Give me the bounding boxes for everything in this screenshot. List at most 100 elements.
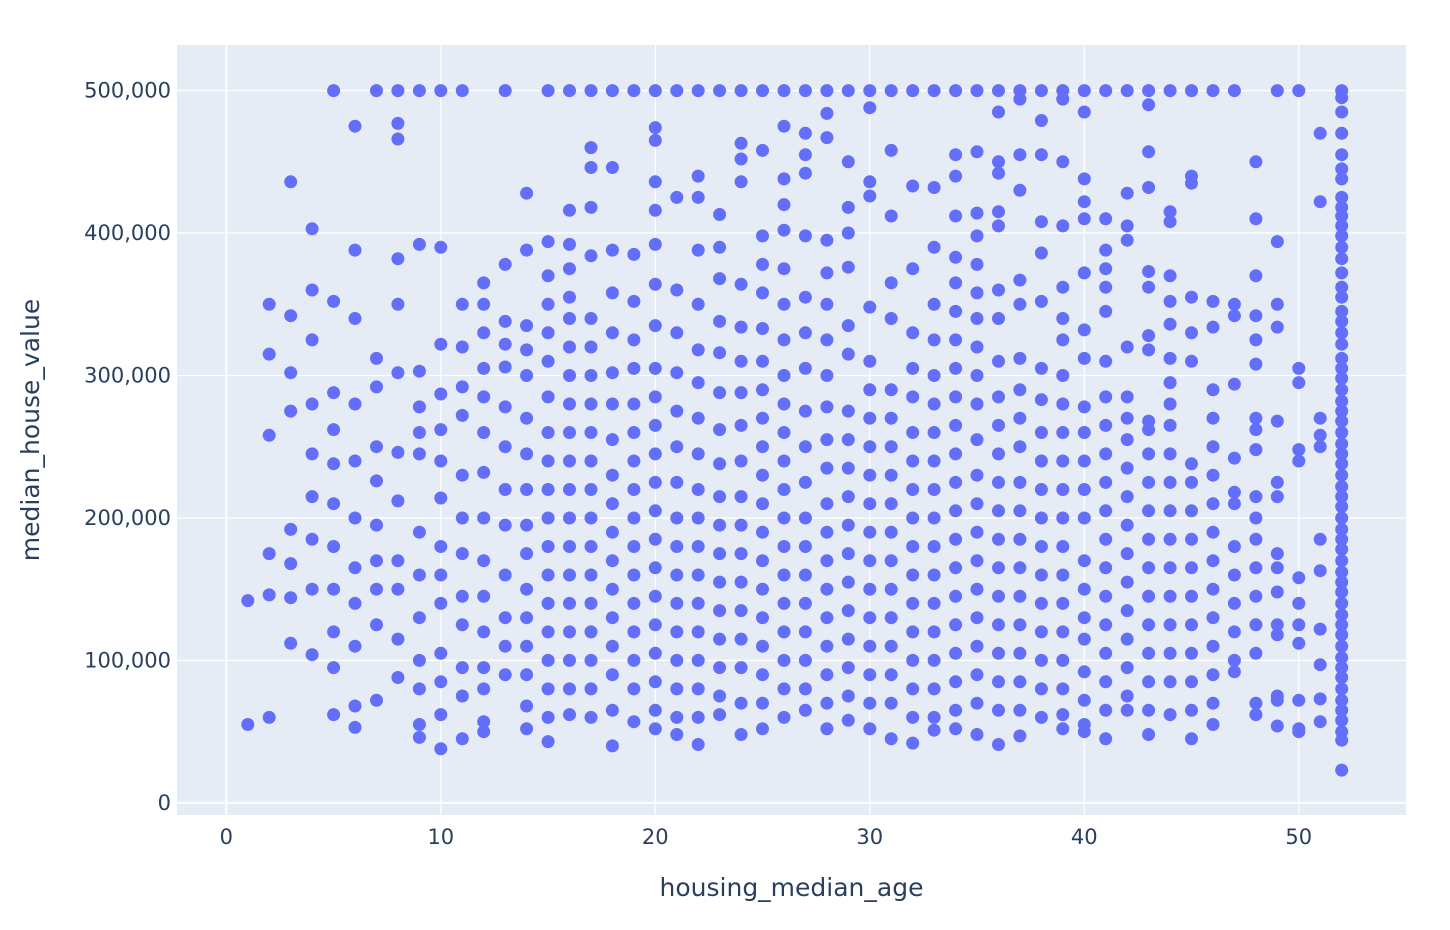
data-point[interactable] — [691, 568, 705, 582]
data-point[interactable] — [691, 84, 705, 98]
data-point[interactable] — [992, 283, 1005, 297]
data-point[interactable] — [949, 447, 963, 461]
data-point[interactable] — [1056, 568, 1070, 582]
data-point[interactable] — [756, 84, 769, 98]
data-point[interactable] — [1227, 309, 1241, 323]
data-point[interactable] — [1335, 490, 1349, 504]
data-point[interactable] — [584, 426, 598, 439]
data-point[interactable] — [1335, 585, 1349, 599]
data-point[interactable] — [756, 722, 769, 736]
data-point[interactable] — [906, 179, 920, 193]
data-point[interactable] — [563, 203, 576, 217]
data-point[interactable] — [284, 522, 298, 536]
data-point[interactable] — [970, 611, 984, 625]
data-point[interactable] — [863, 440, 877, 454]
data-point[interactable] — [1249, 357, 1263, 371]
data-point[interactable] — [605, 468, 619, 482]
data-point[interactable] — [370, 440, 383, 454]
data-point[interactable] — [1142, 532, 1156, 546]
data-point[interactable] — [648, 121, 662, 135]
data-point[interactable] — [949, 361, 963, 375]
data-point[interactable] — [992, 646, 1005, 660]
data-point[interactable] — [541, 540, 555, 553]
data-point[interactable] — [1056, 92, 1070, 106]
data-point[interactable] — [1313, 440, 1327, 454]
data-point[interactable] — [970, 286, 984, 300]
data-point[interactable] — [1206, 468, 1220, 482]
data-point[interactable] — [992, 561, 1005, 575]
data-point[interactable] — [1056, 369, 1070, 382]
data-point[interactable] — [734, 354, 748, 368]
data-point[interactable] — [1249, 561, 1263, 575]
data-point[interactable] — [713, 314, 727, 328]
data-point[interactable] — [756, 411, 769, 425]
data-point[interactable] — [1056, 653, 1070, 667]
data-point[interactable] — [498, 360, 512, 374]
data-point[interactable] — [327, 582, 341, 596]
data-point[interactable] — [970, 340, 984, 354]
data-point[interactable] — [670, 653, 684, 667]
data-point[interactable] — [1163, 447, 1177, 461]
data-point[interactable] — [927, 181, 941, 194]
data-point[interactable] — [1142, 329, 1156, 343]
data-point[interactable] — [262, 347, 276, 361]
data-point[interactable] — [949, 703, 963, 717]
data-point[interactable] — [841, 490, 855, 504]
data-point[interactable] — [1249, 646, 1263, 660]
data-point[interactable] — [927, 653, 941, 667]
data-point[interactable] — [949, 475, 963, 489]
data-point[interactable] — [970, 84, 984, 98]
data-point[interactable] — [734, 277, 748, 291]
data-point[interactable] — [1270, 320, 1284, 334]
data-point[interactable] — [541, 454, 555, 468]
data-point[interactable] — [305, 532, 319, 546]
data-point[interactable] — [455, 297, 469, 311]
data-point[interactable] — [820, 333, 834, 347]
data-point[interactable] — [670, 366, 684, 380]
data-point[interactable] — [1335, 703, 1349, 717]
data-point[interactable] — [863, 497, 877, 511]
data-point[interactable] — [1142, 646, 1156, 660]
data-point[interactable] — [1077, 212, 1091, 226]
data-point[interactable] — [1335, 126, 1349, 140]
data-point[interactable] — [970, 257, 984, 271]
data-point[interactable] — [520, 611, 534, 625]
data-point[interactable] — [1056, 708, 1070, 722]
data-point[interactable] — [584, 625, 598, 639]
data-point[interactable] — [713, 575, 727, 589]
data-point[interactable] — [970, 206, 984, 220]
data-point[interactable] — [713, 423, 727, 437]
data-point[interactable] — [1335, 522, 1349, 536]
data-point[interactable] — [713, 346, 727, 360]
data-point[interactable] — [1313, 622, 1327, 636]
data-point[interactable] — [1335, 713, 1349, 727]
data-point[interactable] — [1227, 497, 1241, 511]
data-point[interactable] — [1099, 304, 1113, 318]
data-point[interactable] — [563, 540, 576, 553]
data-point[interactable] — [1206, 525, 1220, 539]
data-point[interactable] — [563, 262, 576, 276]
data-point[interactable] — [498, 639, 512, 653]
data-point[interactable] — [1013, 148, 1027, 162]
data-point[interactable] — [841, 632, 855, 646]
data-point[interactable] — [627, 596, 641, 610]
data-point[interactable] — [1335, 596, 1349, 610]
data-point[interactable] — [949, 250, 963, 264]
data-point[interactable] — [1206, 497, 1220, 511]
data-point[interactable] — [455, 661, 469, 675]
data-point[interactable] — [1335, 266, 1349, 280]
data-point[interactable] — [970, 312, 984, 325]
data-point[interactable] — [391, 671, 405, 684]
data-point[interactable] — [455, 511, 469, 525]
data-point[interactable] — [520, 582, 534, 596]
data-point[interactable] — [1120, 340, 1134, 354]
data-point[interactable] — [391, 132, 405, 146]
data-point[interactable] — [1227, 540, 1241, 553]
data-point[interactable] — [927, 723, 941, 737]
data-point[interactable] — [1206, 611, 1220, 625]
data-point[interactable] — [541, 354, 555, 368]
data-point[interactable] — [434, 742, 448, 756]
data-point[interactable] — [348, 119, 362, 133]
data-point[interactable] — [906, 682, 920, 696]
data-point[interactable] — [1120, 703, 1134, 717]
